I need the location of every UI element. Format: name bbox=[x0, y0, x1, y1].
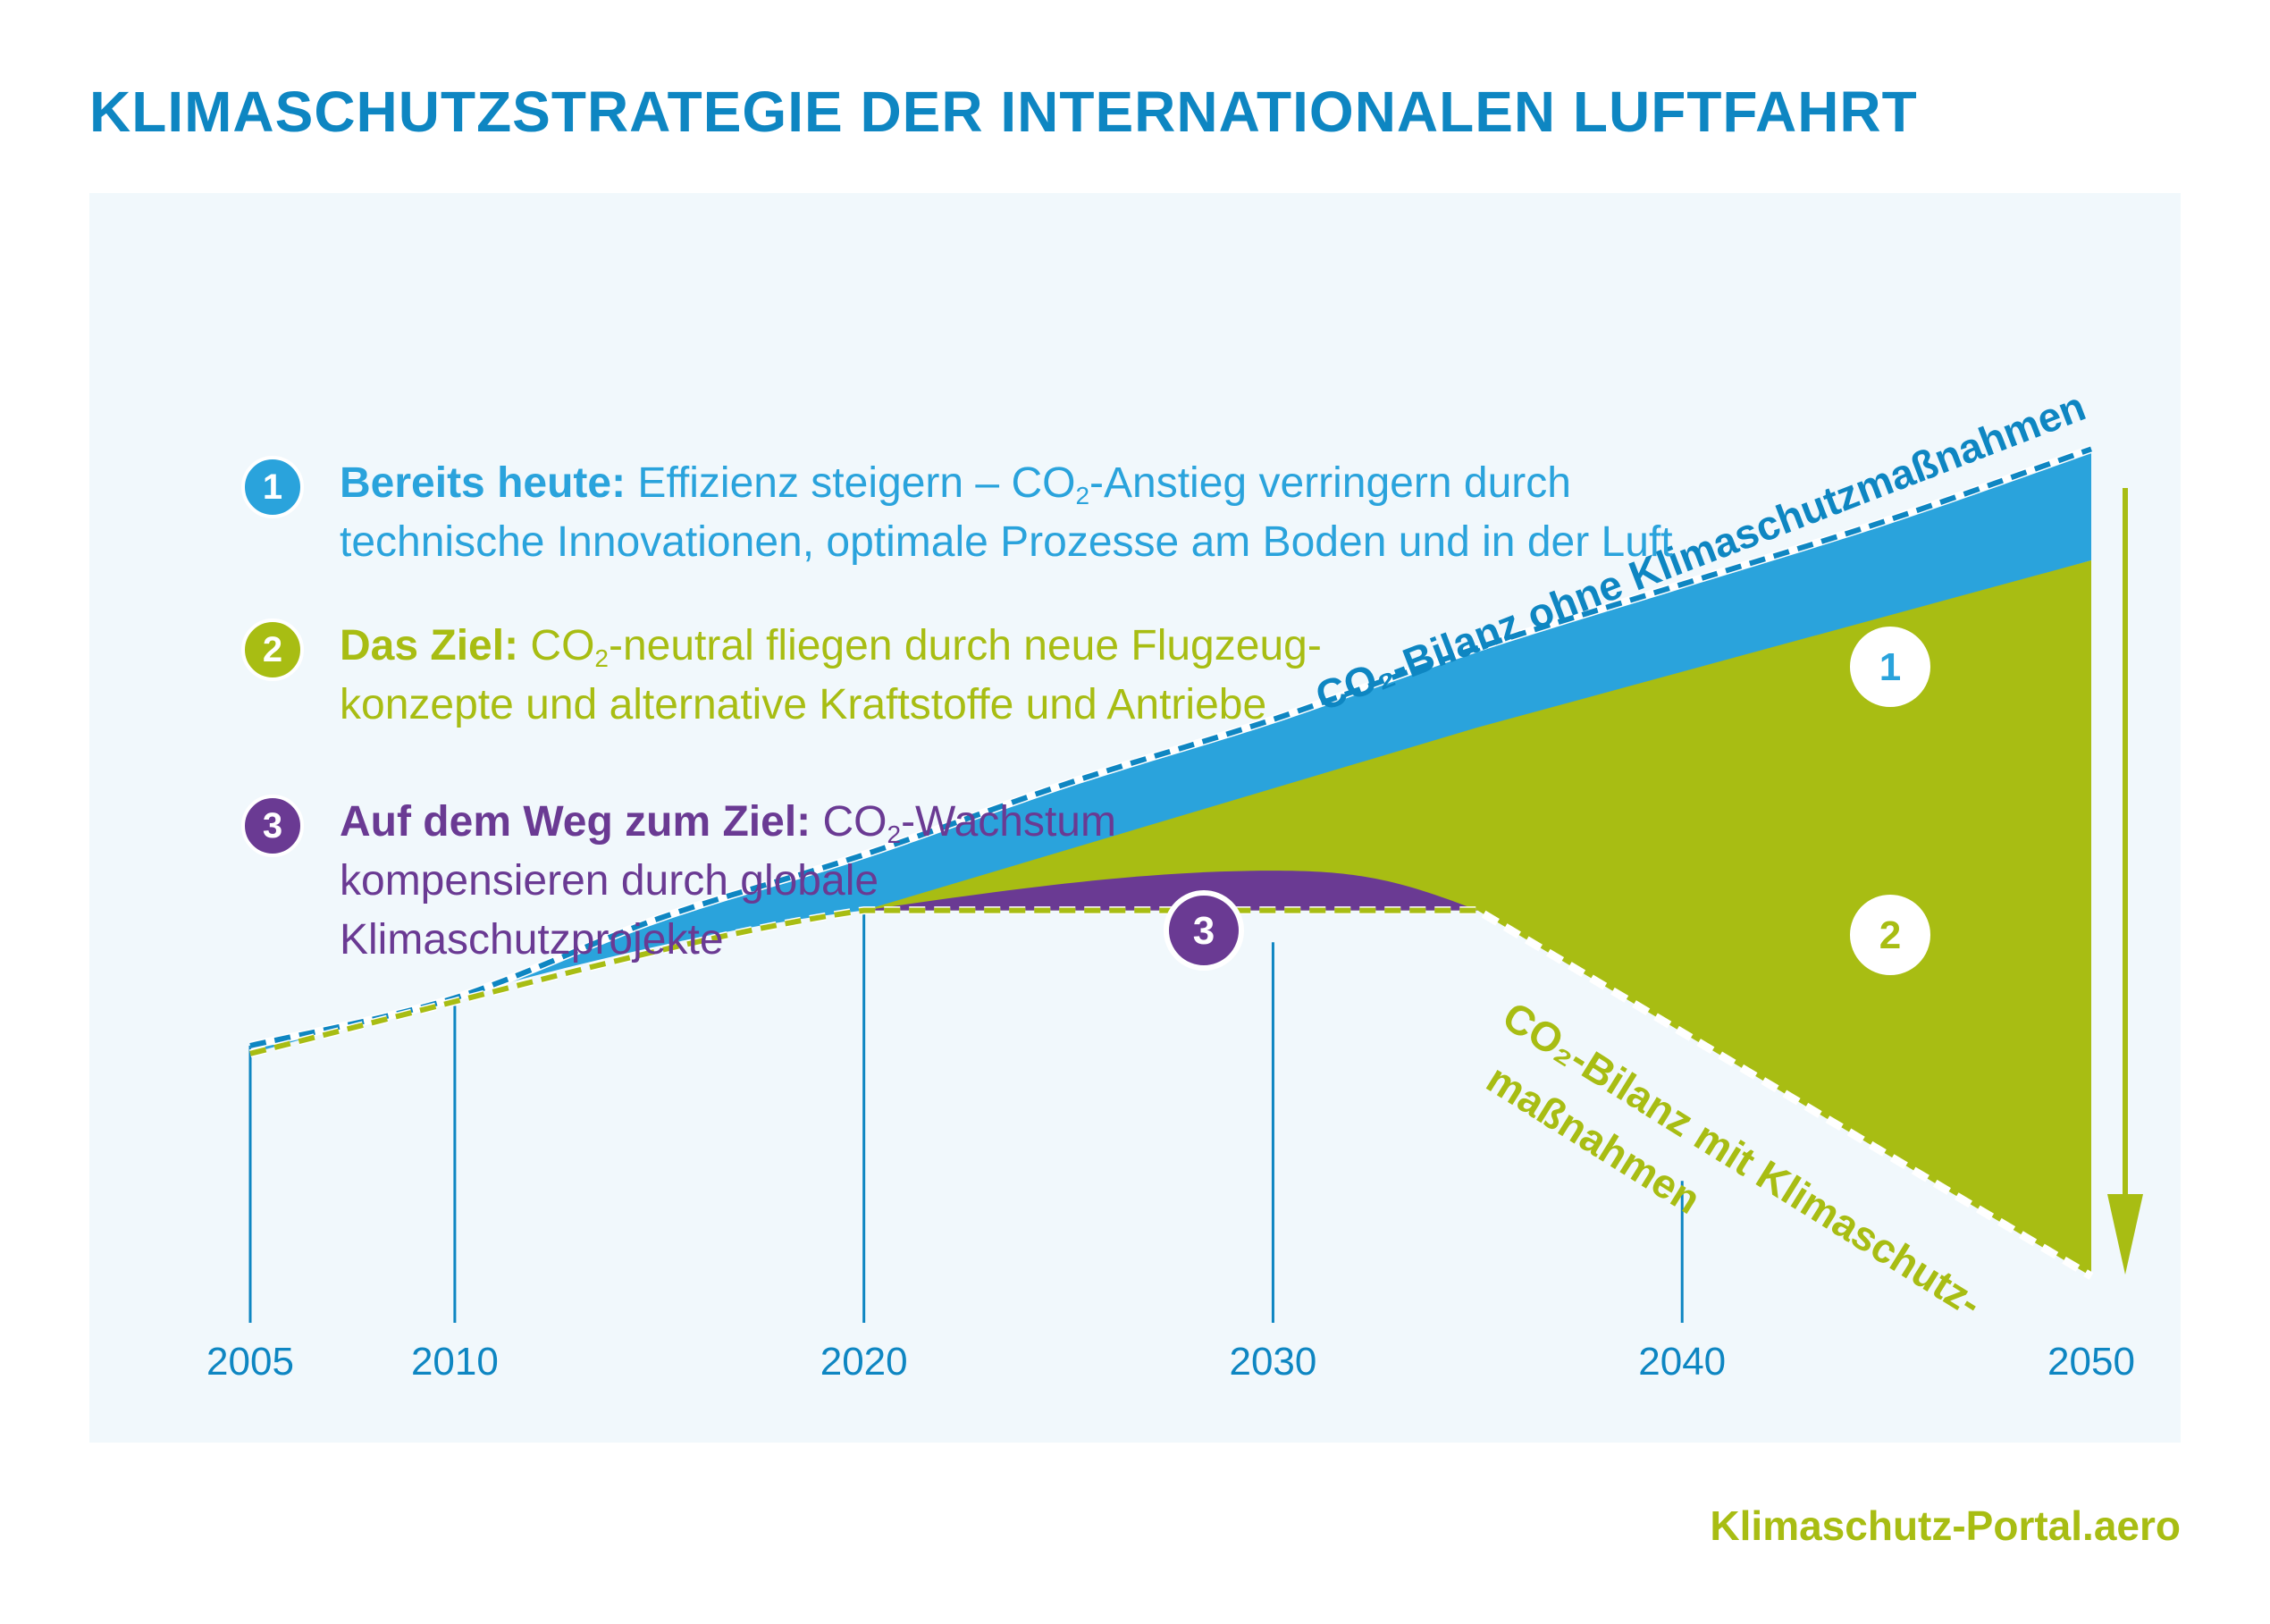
chart-title: KLIMASCHUTZSTRATEGIE DER INTERNATIONALEN… bbox=[89, 80, 1918, 144]
source-credit: Klimaschutz-Portal.aero bbox=[1710, 1502, 2181, 1549]
legend-text-3b: -Wachstum bbox=[901, 798, 1116, 846]
legend-heading-3: Auf dem Weg zum Ziel: bbox=[340, 798, 811, 846]
legend-text-2b: -neutral fliegen durch neue Flugzeug- bbox=[608, 622, 1322, 669]
chart-panel: 2005 2010 2020 2030 2040 2050 CO₂-Bilanz ohne … bbox=[89, 193, 2181, 1443]
x-tick-label-2050: 2050 bbox=[2047, 1340, 2135, 1384]
area-marker-2-number: 2 bbox=[1879, 913, 1901, 957]
legend-text-3a: CO bbox=[811, 798, 887, 846]
legend-badge-3: 3 bbox=[241, 795, 304, 857]
legend-heading-1: Bereits heute: bbox=[340, 459, 626, 507]
legend-line3-3: Klimaschutzprojekte bbox=[340, 916, 724, 963]
legend-line2-1: technische Innovationen, optimale Prozes… bbox=[340, 518, 1673, 566]
x-tick-label-2005: 2005 bbox=[206, 1340, 294, 1384]
legend-text-1b: -Anstieg verringern durch bbox=[1089, 459, 1571, 507]
area-marker-1-number: 1 bbox=[1879, 645, 1901, 689]
legend-text-1a: Effizienz steigern – CO bbox=[626, 459, 1076, 507]
x-tick-label-2040: 2040 bbox=[1638, 1340, 1726, 1384]
legend-text-3: Auf dem Weg zum Ziel: CO2-Wachstum kompe… bbox=[340, 793, 1116, 970]
legend-sub-3: 2 bbox=[887, 820, 902, 848]
area-marker-3-circle bbox=[1164, 890, 1244, 971]
reduction-arrow-head bbox=[2107, 1194, 2143, 1275]
legend-line2-2: konzepte und alternative Kraftstoffe und… bbox=[340, 681, 1267, 728]
legend-heading-2: Das Ziel: bbox=[340, 622, 519, 669]
legend-text-2a: CO bbox=[518, 622, 595, 669]
area-marker-2-circle bbox=[1850, 895, 1930, 975]
legend-sub-1: 2 bbox=[1075, 482, 1090, 509]
x-tick-label-2020: 2020 bbox=[820, 1340, 908, 1384]
area-marker-3-number: 3 bbox=[1193, 909, 1215, 953]
legend-line2-3: kompensieren durch globale bbox=[340, 857, 879, 905]
x-tick-label-2010: 2010 bbox=[411, 1340, 499, 1384]
series-line-without-measures bbox=[249, 446, 2092, 1048]
legend-badge-2: 2 bbox=[241, 618, 304, 681]
legend-text-2: Das Ziel: CO2-neutral fliegen durch neue… bbox=[340, 617, 1322, 735]
area-marker-1-circle bbox=[1850, 627, 1930, 707]
legend-badge-1: 1 bbox=[241, 456, 304, 518]
area-2-goal bbox=[863, 560, 2091, 1276]
legend-text-1: Bereits heute: Effizienz steigern – CO2-… bbox=[340, 454, 1673, 572]
legend-sub-2: 2 bbox=[594, 644, 609, 672]
x-tick-label-2030: 2030 bbox=[1229, 1340, 1316, 1384]
area-3-compensation bbox=[863, 871, 1478, 911]
